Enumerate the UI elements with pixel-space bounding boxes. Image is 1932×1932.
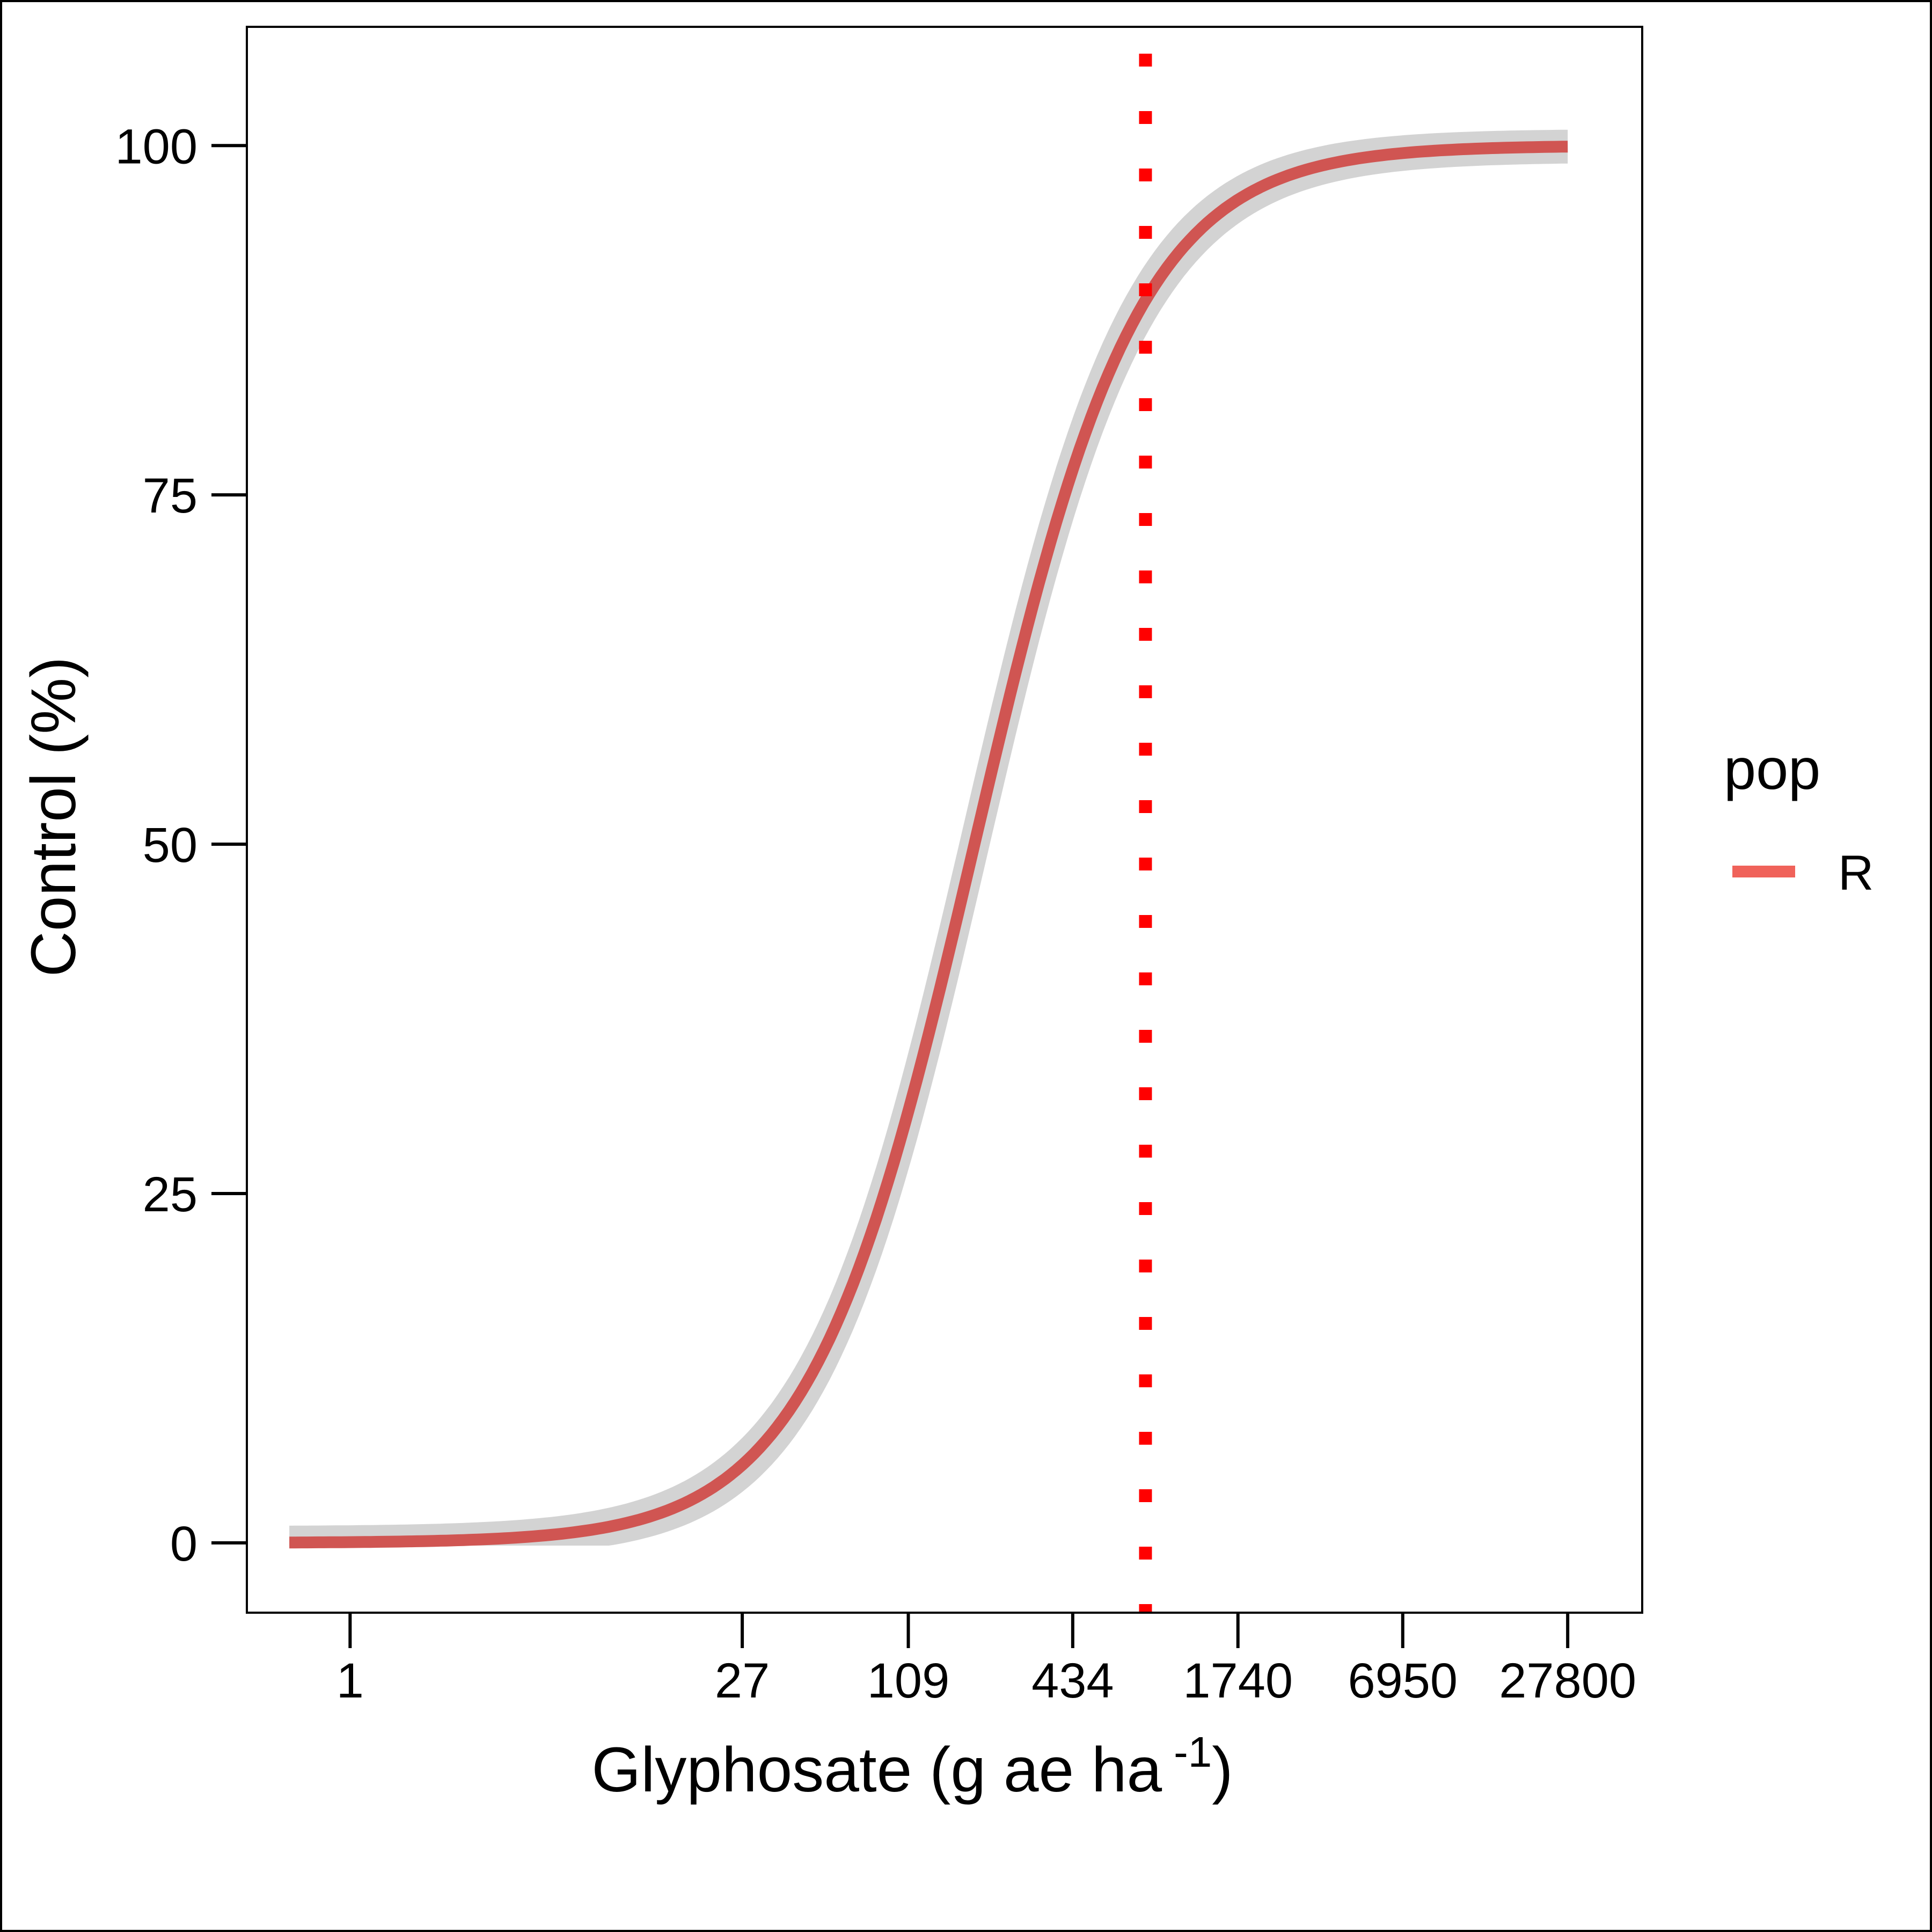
y-tick-label-25: 25 — [143, 1167, 197, 1222]
x-tick-label-109: 109 — [867, 1653, 950, 1708]
plot-panel — [246, 26, 1643, 1614]
x-axis-title-main: Glyphosate (g ae ha — [591, 1735, 1162, 1805]
series-line-R — [289, 141, 1568, 1549]
legend-label-R: R — [1838, 846, 1874, 901]
y-tick-label-50: 50 — [143, 818, 197, 873]
x-tick-label-1: 1 — [336, 1653, 364, 1708]
panel-background — [247, 27, 1642, 1613]
y-tick-label-75: 75 — [143, 469, 197, 523]
x-tick-label-1740: 1740 — [1183, 1653, 1293, 1708]
y-axis: 0 25 50 75 100 — [115, 119, 247, 1571]
x-tick-label-27800: 27800 — [1499, 1653, 1636, 1708]
y-axis-title: Control (%) — [18, 657, 89, 977]
legend: pop R — [1724, 736, 1874, 901]
x-axis-title: Glyphosate (g ae ha -1) — [591, 1728, 1233, 1805]
x-tick-label-27: 27 — [715, 1653, 770, 1708]
panel-border — [246, 26, 1643, 1614]
x-tick-label-6950: 6950 — [1348, 1653, 1458, 1708]
y-tick-label-100: 100 — [115, 119, 198, 174]
x-tick-label-434: 434 — [1031, 1653, 1114, 1708]
x-axis-title-superscript: -1 — [1174, 1728, 1212, 1776]
y-tick-label-0: 0 — [170, 1517, 197, 1571]
x-axis-title-suffix: ) — [1212, 1735, 1233, 1805]
x-axis: 1 27 109 434 1740 6950 27800 — [336, 1613, 1636, 1708]
legend-title: pop — [1724, 736, 1820, 801]
